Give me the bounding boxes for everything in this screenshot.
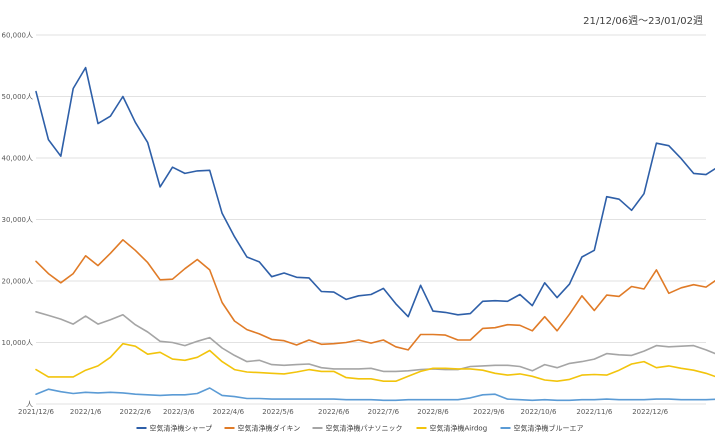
x-tick-label: 2022/8/6 xyxy=(417,408,449,416)
legend-label: 空気清浄機シャープ xyxy=(150,424,213,433)
legend: 空気清浄機シャープ 空気清浄機ダイキン 空気清浄機パナソニック 空気清浄機Airdog… xyxy=(136,424,584,433)
series-line-2 xyxy=(35,311,715,373)
y-tick-label: 50,000人 xyxy=(2,93,34,101)
legend-item: 空気清浄機パナソニック xyxy=(312,424,403,433)
series-line-1 xyxy=(35,239,715,351)
x-tick-label: 2022/2/6 xyxy=(120,408,152,416)
y-tick-label: 10,000人 xyxy=(2,339,34,347)
x-tick-label: 2022/1/6 xyxy=(70,408,102,416)
legend-label: 空気清浄機ダイキン xyxy=(238,424,301,433)
legend-label: 空気清浄機パナソニック xyxy=(326,424,403,433)
y-tick-label: 40,000人 xyxy=(2,155,34,163)
legend-item: 空気清浄機シャープ xyxy=(136,424,213,433)
legend-item: 空気清浄機ダイキン xyxy=(224,424,301,433)
x-tick-label: 2022/4/6 xyxy=(213,408,245,416)
series-line-0 xyxy=(35,66,715,318)
series-line-4 xyxy=(35,387,715,402)
chart-title: 21/12/06週〜23/01/02週 xyxy=(583,15,703,27)
legend-item: 空気清浄機ブルーエア xyxy=(500,424,584,433)
x-tick-label: 2022/6/6 xyxy=(318,408,350,416)
series-line-3 xyxy=(35,342,715,382)
series-layer xyxy=(35,66,715,402)
y-tick-label: 30,000人 xyxy=(2,216,34,224)
y-tick-label: 60,000人 xyxy=(2,32,34,40)
legend-item: 空気清浄機Airdog xyxy=(416,424,488,433)
x-tick-label: 2022/9/6 xyxy=(473,408,505,416)
y-tick-label: 人 xyxy=(26,401,33,409)
x-tick-label: 2022/5/6 xyxy=(262,408,294,416)
x-tick-label: 2022/3/6 xyxy=(163,408,195,416)
grid-layer xyxy=(36,34,706,405)
x-tick-label: 2022/10/6 xyxy=(521,408,557,416)
x-tick-label: 2022/11/6 xyxy=(576,408,612,416)
x-tick-label: 2022/7/6 xyxy=(368,408,400,416)
legend-label: 空気清浄機ブルーエア xyxy=(514,424,584,433)
x-tick-label: 2022/12/6 xyxy=(632,408,668,416)
x-tick-label: 2021/12/6 xyxy=(18,408,54,416)
y-tick-label: 20,000人 xyxy=(2,278,34,286)
legend-label: 空気清浄機Airdog xyxy=(430,424,488,433)
axis-layer: 人 10,000人 20,000人 30,000人 40,000人 50,000人 60,0… xyxy=(2,32,669,417)
